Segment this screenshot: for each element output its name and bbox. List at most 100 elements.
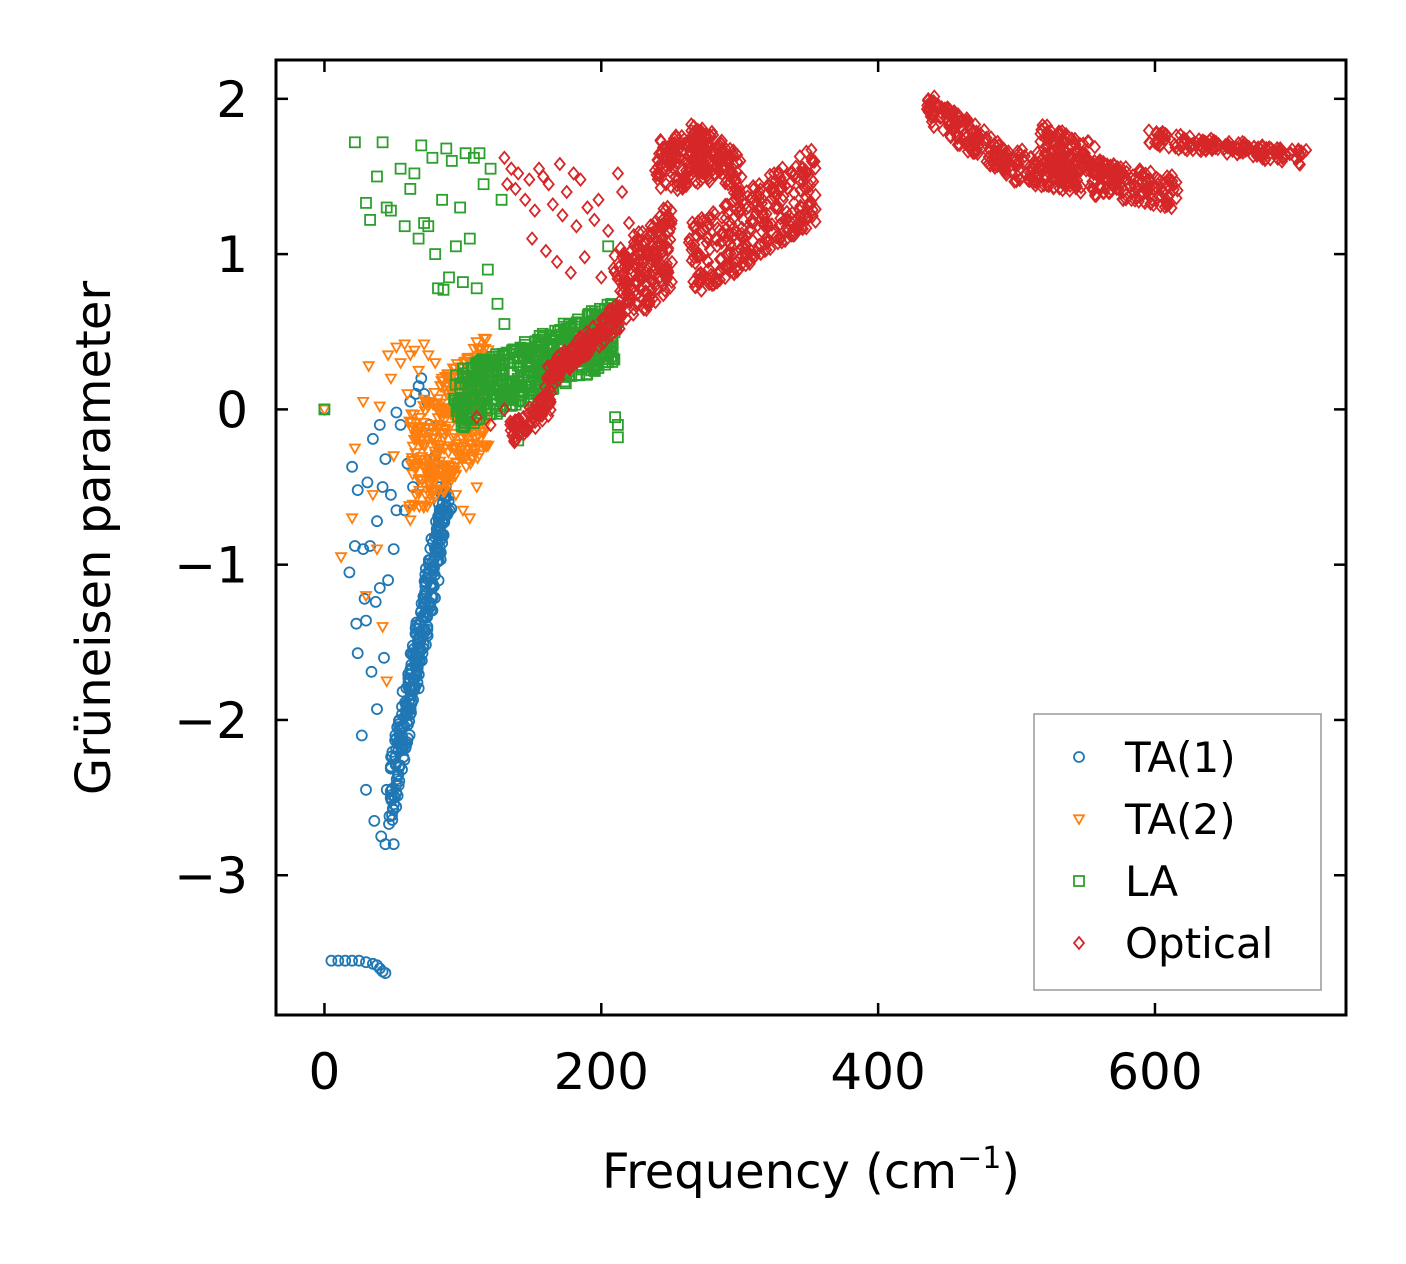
data-point [391,770,404,783]
data-point [654,134,668,150]
data-point [586,319,599,335]
data-point [602,240,615,253]
data-point [412,380,425,393]
data-point [390,504,403,517]
data-point [418,592,431,605]
data-point [417,638,430,651]
data-point [590,330,603,346]
data-point [720,221,733,237]
data-point [406,469,420,482]
data-point [1156,184,1170,200]
data-point [1074,179,1088,195]
data-point [560,184,573,200]
data-point [651,153,665,169]
data-point [450,458,464,471]
data-point [567,165,580,181]
data-point [951,137,964,153]
data-point [1074,185,1087,200]
data-point [700,212,713,228]
data-point [443,441,457,453]
data-point [1128,192,1142,208]
data-point [964,132,978,148]
data-point [422,424,436,436]
data-point [665,216,678,231]
series-optical [470,89,1313,450]
data-point [389,342,403,355]
data-point [1272,142,1286,158]
data-point [384,488,397,501]
data-point [793,202,806,218]
legend-box [1033,713,1322,991]
data-point [358,592,371,605]
data-point [660,272,673,287]
data-point [1069,177,1082,193]
data-point [632,238,646,254]
data-point [318,403,331,416]
data-point [393,775,406,787]
data-point [1010,151,1023,167]
data-point [359,591,373,603]
data-point [519,192,532,208]
data-point [1153,188,1166,204]
data-point [384,204,397,217]
data-point [1020,166,1033,182]
data-point [1052,150,1065,165]
data-point [947,109,961,125]
data-point [394,358,408,370]
data-point [578,348,592,364]
data-point [346,954,359,967]
data-point [654,237,667,252]
data-point [962,134,975,149]
data-point [526,410,539,426]
data-point [420,577,433,590]
data-point [542,176,555,192]
data-point [602,223,615,239]
data-point [1036,163,1049,179]
data-point [1169,140,1182,155]
data-point [412,365,426,378]
data-point [438,403,452,415]
data-point [421,466,435,479]
data-point [614,240,627,256]
data-point [772,164,785,180]
data-point [447,428,461,441]
data-point [470,337,484,349]
data-point [470,282,483,295]
data-point [608,315,621,331]
data-point [689,158,702,174]
data-point [757,206,770,222]
data-point [373,401,387,414]
data-point [992,154,1005,170]
data-point [689,279,702,295]
data-point [429,248,442,261]
data-point [526,346,538,359]
data-point [1075,149,1088,165]
data-point [405,453,419,465]
data-point [357,543,370,555]
data-point [441,369,455,382]
data-point [1270,145,1283,161]
data-point [1031,145,1044,161]
data-point [438,512,451,524]
data-point [695,283,708,298]
data-point [380,676,394,688]
data-point [564,265,577,281]
data-point [364,213,377,226]
data-point [1158,199,1172,215]
data-point [362,361,376,373]
data-point [410,660,423,673]
data-point [425,532,438,545]
data-point [609,411,621,424]
data-point [535,393,548,409]
data-point [693,123,706,139]
data-point [463,232,476,245]
data-point [731,263,744,279]
data-point [446,433,460,445]
data-point [498,401,511,417]
data-point [1170,190,1183,206]
data-point [734,153,747,169]
legend-label: TA(1) [1124,733,1236,782]
y-tick-label: −1 [174,537,248,595]
data-point [574,172,587,188]
data-point [490,373,503,385]
